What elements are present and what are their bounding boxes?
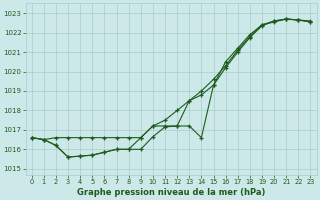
X-axis label: Graphe pression niveau de la mer (hPa): Graphe pression niveau de la mer (hPa) — [77, 188, 265, 197]
